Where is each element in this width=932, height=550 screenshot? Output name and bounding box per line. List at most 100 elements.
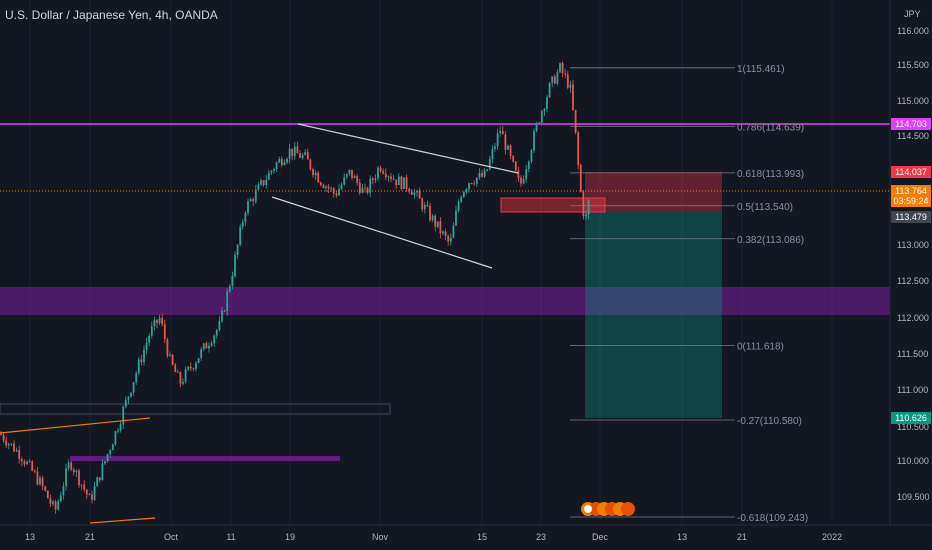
candle-body — [543, 108, 546, 112]
candle-body — [525, 169, 528, 180]
candle-body — [78, 470, 80, 486]
trendline-orange-1[interactable] — [0, 417, 151, 434]
candle-body — [369, 178, 372, 193]
demand-zone[interactable] — [70, 456, 340, 461]
candle-body — [566, 74, 569, 88]
position-stop-area[interactable] — [585, 172, 722, 212]
candle-body — [387, 176, 390, 178]
candle-body — [408, 188, 411, 192]
candle-body — [213, 335, 216, 344]
channel-lower-line[interactable] — [271, 196, 493, 269]
candle-body — [171, 354, 174, 365]
candle-body — [429, 206, 431, 221]
candle-body — [20, 458, 23, 462]
y-tick-label: 115.000 — [897, 96, 929, 106]
candle-body — [31, 461, 34, 471]
candle-body — [561, 63, 564, 74]
candle-body — [582, 191, 585, 217]
candle-body — [468, 183, 470, 190]
candle-body — [75, 470, 78, 473]
candle-body — [143, 349, 145, 363]
candle-body — [166, 339, 169, 356]
candle-body — [397, 176, 400, 185]
candle-body — [512, 155, 515, 162]
candle-body — [96, 477, 99, 487]
candle-body — [327, 186, 330, 189]
y-tick-label: 110.500 — [897, 422, 929, 432]
candle-body — [80, 484, 83, 486]
candle-body — [382, 170, 385, 174]
x-tick-label: Nov — [372, 532, 389, 542]
box-zone[interactable] — [0, 403, 391, 415]
candle-body — [119, 424, 122, 431]
candle-body — [491, 148, 494, 160]
candle-body — [270, 170, 273, 173]
candle-body — [535, 123, 538, 131]
candle-body — [205, 343, 208, 349]
candle-body — [551, 76, 554, 83]
price-tag-resistance — [891, 118, 931, 130]
candle-body — [330, 188, 333, 190]
candle-body — [189, 366, 192, 369]
candle-body — [553, 76, 556, 84]
candle-body — [481, 172, 483, 177]
candle-body — [57, 501, 60, 510]
candle-body — [309, 159, 312, 169]
position-target-area[interactable] — [585, 212, 722, 418]
candle-body — [52, 501, 54, 504]
candle-body — [514, 161, 517, 171]
candle-body — [111, 444, 114, 451]
fib-label: 0.382(113.086) — [737, 235, 804, 246]
candle-body — [293, 146, 296, 156]
candle-body — [377, 167, 379, 179]
price-tag-label: 113.764 — [895, 186, 927, 196]
candle-body — [130, 392, 132, 397]
candle-body — [507, 145, 509, 150]
y-tick-label: 111.000 — [897, 385, 928, 395]
trendline-orange-2[interactable] — [89, 517, 156, 524]
candle-body — [569, 84, 572, 88]
channel-upper-line[interactable] — [297, 123, 519, 174]
candle-body — [473, 183, 476, 185]
y-tick-label: 114.500 — [897, 131, 929, 141]
x-tick-label: 21 — [737, 532, 747, 542]
candle-body — [403, 177, 405, 190]
price-tag-target — [891, 412, 931, 424]
order-block[interactable] — [500, 197, 606, 213]
candle-body — [135, 372, 138, 383]
candle-body — [104, 461, 106, 464]
candle-body — [187, 366, 190, 370]
candle-body — [499, 130, 502, 134]
candle-body — [585, 214, 587, 217]
fib-label: -0.618(109.243) — [737, 513, 808, 524]
candle-body — [395, 179, 398, 185]
candle-body — [447, 235, 450, 242]
candle-body — [351, 169, 353, 179]
candle-body — [413, 192, 416, 195]
candle-body — [470, 183, 473, 184]
candle-body — [98, 477, 101, 481]
candle-body — [361, 187, 364, 193]
y-tick-label: 113.000 — [897, 240, 929, 250]
candle-body — [202, 343, 205, 350]
candle-body — [322, 185, 325, 188]
y-tick-label: 111.500 — [897, 349, 928, 359]
candle-body — [546, 97, 548, 109]
candle-body — [457, 201, 460, 211]
price-axis[interactable] — [890, 0, 932, 525]
candle-body — [483, 170, 486, 177]
candle-body — [197, 358, 200, 363]
supply-zone[interactable] — [0, 287, 890, 315]
candle-body — [182, 381, 184, 384]
candle-body — [475, 177, 478, 184]
candle-body — [343, 177, 346, 185]
candle-body — [145, 342, 148, 350]
event-icons[interactable] — [581, 502, 635, 516]
candle-body — [210, 343, 213, 346]
candles — [0, 61, 590, 514]
candle-body — [127, 396, 130, 400]
candle-body — [517, 170, 520, 178]
price-tag-label: 110.626 — [895, 413, 927, 423]
